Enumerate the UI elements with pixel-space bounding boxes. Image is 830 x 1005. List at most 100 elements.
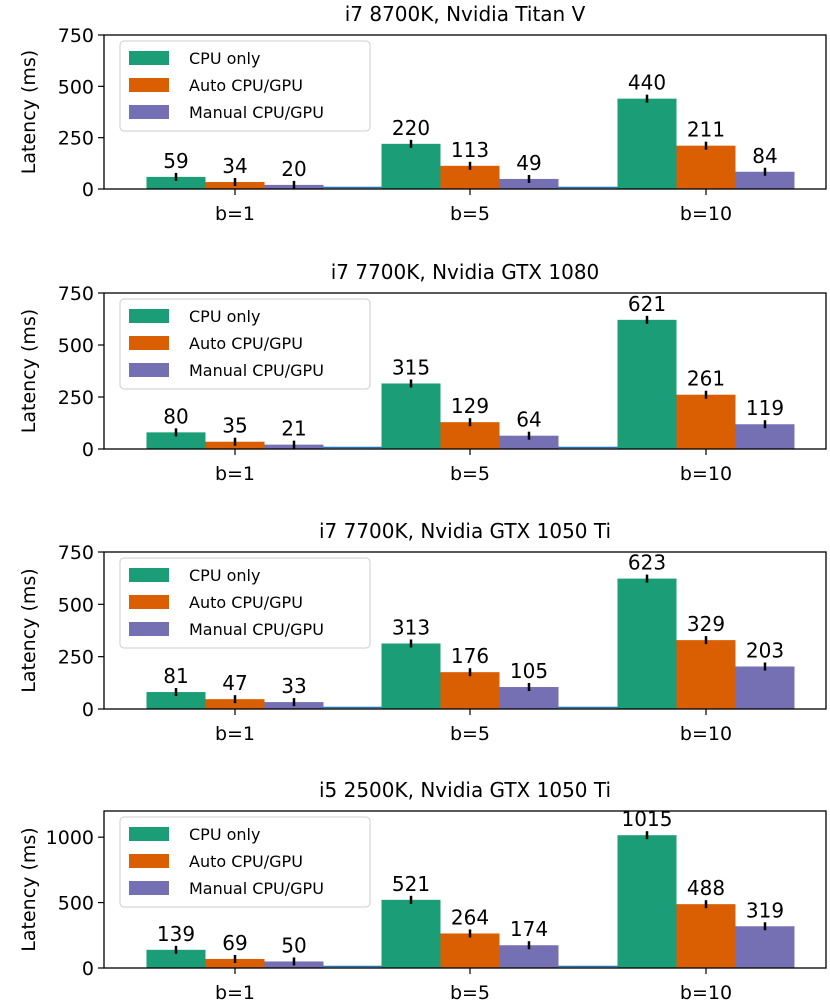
chart1-data-label-3-1: 21 xyxy=(281,417,306,441)
chart0-bar-3-3 xyxy=(735,171,795,189)
chart0-ytick-label-0: 0 xyxy=(82,179,94,201)
chart1-ytick-label-0: 0 xyxy=(82,439,94,461)
chart2-legend-label-2: Auto CPU/GPU xyxy=(189,593,303,612)
chart3-y-axis-label: Latency (ms) xyxy=(18,827,40,951)
chart3-xtick-label-2: b=10 xyxy=(680,982,732,1004)
chart1-data-label-1-2: 315 xyxy=(392,355,430,379)
chart1-data-label-1-3: 621 xyxy=(628,292,666,316)
chart2-bar-3-2 xyxy=(499,687,559,709)
chart1-legend-label-1: CPU only xyxy=(189,307,260,326)
chart1-data-label-2-1: 35 xyxy=(222,414,247,438)
chart3-title: i5 2500K, Nvidia GTX 1050 Ti xyxy=(319,778,611,802)
chart0-y-axis-label: Latency (ms) xyxy=(18,50,40,174)
chart1-title: i7 7700K, Nvidia GTX 1080 xyxy=(331,260,600,284)
chart2-data-label-2-2: 176 xyxy=(451,644,489,668)
chart2-xtick-label-0: b=1 xyxy=(215,723,255,745)
chart2-data-label-2-3: 329 xyxy=(687,612,725,636)
chart2-bar-3-3 xyxy=(735,666,795,709)
chart2-bar-1-2 xyxy=(381,643,441,709)
chart3-data-label-2-3: 488 xyxy=(687,876,725,900)
chart0-legend-label-1: CPU only xyxy=(189,49,260,68)
chart1-legend xyxy=(119,298,371,390)
chart0-title: i7 8700K, Nvidia Titan V xyxy=(345,2,586,26)
chart0-legend-swatch-1 xyxy=(129,51,169,65)
chart0-legend-swatch-3 xyxy=(129,105,169,119)
chart3-legend-swatch-1 xyxy=(129,827,169,841)
chart3-data-label-2-1: 69 xyxy=(222,931,247,955)
chart2-bar-2-1 xyxy=(205,699,265,709)
chart3-ytick-label-0: 0 xyxy=(82,958,94,980)
chart0-xtick-label-0: b=1 xyxy=(215,203,255,225)
chart0-data-label-3-1: 20 xyxy=(281,157,306,181)
chart2-legend-swatch-3 xyxy=(129,622,169,636)
chart1-legend-label-2: Auto CPU/GPU xyxy=(189,334,303,353)
chart2-data-label-1-2: 313 xyxy=(392,615,430,639)
chart2-ytick-label-3: 750 xyxy=(58,542,94,564)
chart0-bar-2-2 xyxy=(440,165,500,189)
chart3-bar-2-2 xyxy=(440,933,500,968)
chart1-bar-1-3 xyxy=(617,319,677,449)
chart1-data-label-1-1: 80 xyxy=(163,404,188,428)
chart3-data-label-3-3: 319 xyxy=(746,898,784,922)
chart0-bar-2-3 xyxy=(676,145,736,189)
chart1-ytick-label-3: 750 xyxy=(58,283,94,305)
chart0-bar-1-2 xyxy=(381,143,441,189)
chart2-legend-swatch-1 xyxy=(129,568,169,582)
chart3-xtick-label-1: b=5 xyxy=(450,982,490,1004)
chart2-legend-label-1: CPU only xyxy=(189,566,260,585)
chart3-data-label-1-2: 521 xyxy=(392,872,430,896)
chart0-xtick-label-1: b=5 xyxy=(450,203,490,225)
chart1-bar-1-1 xyxy=(146,432,206,449)
chart0-axes-frame xyxy=(103,34,827,190)
chart2-data-label-3-1: 33 xyxy=(281,674,306,698)
chart3-data-label-3-2: 174 xyxy=(510,917,548,941)
chart1-xtick-label-2: b=10 xyxy=(680,463,732,485)
chart3-legend-label-3: Manual CPU/GPU xyxy=(189,879,324,898)
chart2-ytick-label-0: 0 xyxy=(82,699,94,721)
chart3-ytick-label-1: 500 xyxy=(58,893,94,915)
chart0-bar-3-2 xyxy=(499,178,559,189)
chart2-legend xyxy=(119,557,371,649)
chart0-data-label-1-2: 220 xyxy=(392,116,430,140)
chart3-ytick-label-2: 1000 xyxy=(46,827,94,849)
chart2-legend-label-3: Manual CPU/GPU xyxy=(189,620,324,639)
chart2-data-label-1-3: 623 xyxy=(628,551,666,575)
chart2-data-label-3-3: 203 xyxy=(746,639,784,663)
chart3-legend-swatch-3 xyxy=(129,881,169,895)
chart3-bar-2-3 xyxy=(676,904,736,968)
chart1-bar-2-2 xyxy=(440,422,500,449)
chart1-data-label-2-3: 261 xyxy=(687,367,725,391)
chart3-legend-swatch-2 xyxy=(129,854,169,868)
chart1-legend-label-3: Manual CPU/GPU xyxy=(189,361,324,380)
chart1-y-axis-label: Latency (ms) xyxy=(18,309,40,433)
chart0-bar-1-1 xyxy=(146,176,206,189)
chart1-legend-swatch-3 xyxy=(129,363,169,377)
chart0-legend-label-2: Auto CPU/GPU xyxy=(189,76,303,95)
chart1-ytick-label-2: 500 xyxy=(58,335,94,357)
chart3-bar-2-1 xyxy=(205,958,265,968)
chart1-bar-2-3 xyxy=(676,394,736,449)
chart0-xtick-label-2: b=10 xyxy=(680,203,732,225)
chart1-data-label-3-2: 64 xyxy=(516,408,541,432)
chart1-ytick-label-1: 250 xyxy=(58,387,94,409)
chart2-bar-1-1 xyxy=(146,692,206,709)
chart0-data-label-2-2: 113 xyxy=(451,138,489,162)
chart0-data-label-2-3: 211 xyxy=(687,118,725,142)
chart3-xtick-label-0: b=1 xyxy=(215,982,255,1004)
chart3-data-label-1-1: 139 xyxy=(157,922,195,946)
chart2-xtick-label-1: b=5 xyxy=(450,723,490,745)
chart3-axes-frame xyxy=(103,810,827,969)
chart1-data-label-3-3: 119 xyxy=(746,396,784,420)
chart2-xtick-label-2: b=10 xyxy=(680,723,732,745)
chart2-y-axis-label: Latency (ms) xyxy=(18,568,40,692)
chart3-bar-3-2 xyxy=(499,945,559,968)
chart2-data-label-3-2: 105 xyxy=(510,659,548,683)
chart1-xtick-label-0: b=1 xyxy=(215,463,255,485)
chart2-data-label-1-1: 81 xyxy=(163,664,188,688)
chart2-legend-swatch-2 xyxy=(129,595,169,609)
chart3-data-label-3-1: 50 xyxy=(281,933,306,957)
chart3-bar-1-3 xyxy=(617,835,677,968)
chart1-bar-3-2 xyxy=(499,435,559,449)
chart1-xtick-label-1: b=5 xyxy=(450,463,490,485)
